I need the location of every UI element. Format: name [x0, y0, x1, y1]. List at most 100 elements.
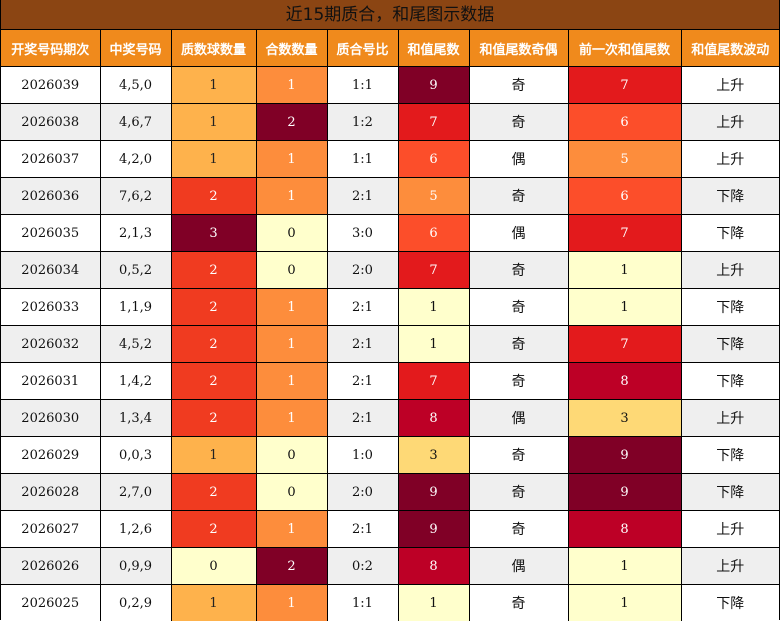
cell-prime-count: 1 [171, 104, 256, 141]
cell-ratio: 1:1 [327, 67, 398, 104]
cell-tail-parity: 偶 [469, 548, 568, 585]
header-prime-count: 质数球数量 [171, 30, 256, 67]
cell-issue: 2026029 [1, 437, 100, 474]
cell-sum-tail: 5 [398, 178, 469, 215]
cell-tail-trend: 上升 [681, 141, 779, 178]
cell-prev-tail: 1 [568, 289, 681, 326]
cell-ratio: 2:1 [327, 289, 398, 326]
cell-numbers: 4,5,2 [100, 326, 171, 363]
cell-tail-trend: 下降 [681, 474, 779, 511]
header-tail-parity: 和值尾数奇偶 [469, 30, 568, 67]
cell-issue: 2026025 [1, 585, 100, 621]
cell-prime-count: 2 [171, 178, 256, 215]
cell-prev-tail: 3 [568, 400, 681, 437]
cell-ratio: 1:1 [327, 141, 398, 178]
cell-numbers: 0,0,3 [100, 437, 171, 474]
cell-prev-tail: 9 [568, 437, 681, 474]
cell-numbers: 2,1,3 [100, 215, 171, 252]
cell-prev-tail: 5 [568, 141, 681, 178]
cell-tail-parity: 奇 [469, 104, 568, 141]
cell-ratio: 1:0 [327, 437, 398, 474]
cell-tail-parity: 奇 [469, 437, 568, 474]
cell-ratio: 2:1 [327, 326, 398, 363]
cell-sum-tail: 1 [398, 289, 469, 326]
cell-tail-trend: 上升 [681, 67, 779, 104]
cell-prime-count: 2 [171, 326, 256, 363]
cell-composite-count: 1 [256, 363, 327, 400]
cell-composite-count: 1 [256, 326, 327, 363]
cell-prime-count: 2 [171, 511, 256, 548]
cell-ratio: 1:2 [327, 104, 398, 141]
cell-prev-tail: 7 [568, 67, 681, 104]
cell-numbers: 7,6,2 [100, 178, 171, 215]
cell-tail-parity: 奇 [469, 178, 568, 215]
cell-composite-count: 0 [256, 474, 327, 511]
cell-issue: 2026033 [1, 289, 100, 326]
cell-tail-trend: 下降 [681, 215, 779, 252]
cell-prime-count: 1 [171, 141, 256, 178]
cell-numbers: 1,4,2 [100, 363, 171, 400]
cell-composite-count: 1 [256, 585, 327, 621]
cell-composite-count: 1 [256, 141, 327, 178]
cell-prev-tail: 6 [568, 104, 681, 141]
header-row: 开奖号码期次 中奖号码 质数球数量 合数数量 质合号比 和值尾数 和值尾数奇偶 … [1, 30, 779, 67]
cell-tail-trend: 上升 [681, 548, 779, 585]
cell-tail-parity: 奇 [469, 67, 568, 104]
cell-tail-trend: 下降 [681, 289, 779, 326]
cell-issue: 2026031 [1, 363, 100, 400]
cell-sum-tail: 7 [398, 363, 469, 400]
cell-sum-tail: 9 [398, 474, 469, 511]
cell-sum-tail: 6 [398, 215, 469, 252]
header-ratio: 质合号比 [327, 30, 398, 67]
table-title: 近15期质合，和尾图示数据 [1, 0, 779, 30]
cell-issue: 2026026 [1, 548, 100, 585]
cell-prev-tail: 9 [568, 474, 681, 511]
cell-prime-count: 2 [171, 289, 256, 326]
cell-prime-count: 2 [171, 363, 256, 400]
cell-tail-trend: 下降 [681, 178, 779, 215]
cell-tail-parity: 奇 [469, 252, 568, 289]
cell-prime-count: 2 [171, 400, 256, 437]
cell-issue: 2026034 [1, 252, 100, 289]
cell-prime-count: 1 [171, 585, 256, 621]
cell-prime-count: 1 [171, 67, 256, 104]
cell-sum-tail: 7 [398, 104, 469, 141]
cell-tail-parity: 奇 [469, 289, 568, 326]
cell-ratio: 2:0 [327, 474, 398, 511]
cell-tail-parity: 奇 [469, 585, 568, 621]
cell-numbers: 1,3,4 [100, 400, 171, 437]
cell-prev-tail: 8 [568, 363, 681, 400]
header-sum-tail: 和值尾数 [398, 30, 469, 67]
cell-tail-parity: 奇 [469, 363, 568, 400]
cell-prime-count: 3 [171, 215, 256, 252]
cell-composite-count: 2 [256, 548, 327, 585]
cell-issue: 2026037 [1, 141, 100, 178]
cell-prime-count: 2 [171, 474, 256, 511]
cell-sum-tail: 9 [398, 511, 469, 548]
header-composite-count: 合数数量 [256, 30, 327, 67]
cell-numbers: 0,9,9 [100, 548, 171, 585]
cell-numbers: 4,5,0 [100, 67, 171, 104]
cell-sum-tail: 8 [398, 548, 469, 585]
cell-numbers: 1,1,9 [100, 289, 171, 326]
cell-prime-count: 1 [171, 437, 256, 474]
cell-numbers: 4,2,0 [100, 141, 171, 178]
header-issue: 开奖号码期次 [1, 30, 100, 67]
cell-composite-count: 1 [256, 400, 327, 437]
cell-tail-parity: 偶 [469, 400, 568, 437]
cell-composite-count: 1 [256, 511, 327, 548]
cell-prime-count: 0 [171, 548, 256, 585]
cell-sum-tail: 6 [398, 141, 469, 178]
cell-numbers: 4,6,7 [100, 104, 171, 141]
